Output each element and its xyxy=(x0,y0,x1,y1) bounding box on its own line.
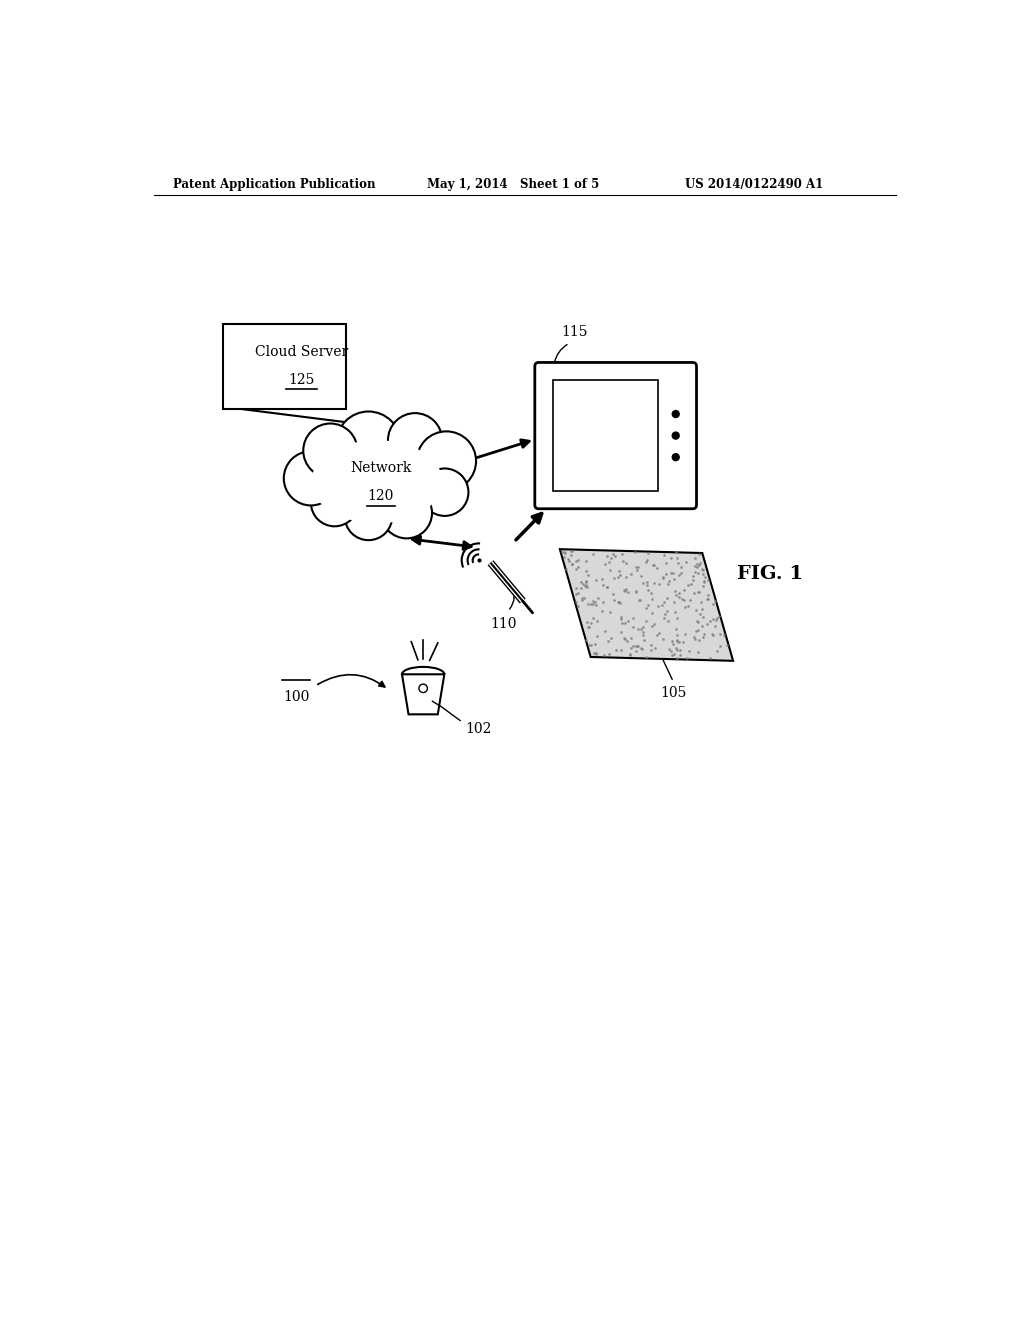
Text: 105: 105 xyxy=(660,686,687,700)
Text: Patent Application Publication: Patent Application Publication xyxy=(173,178,376,190)
Circle shape xyxy=(388,413,442,467)
Text: FIG. 1: FIG. 1 xyxy=(736,565,803,583)
Circle shape xyxy=(672,432,679,440)
Bar xyxy=(553,380,658,491)
Circle shape xyxy=(311,479,358,527)
Circle shape xyxy=(381,487,432,539)
Text: May 1, 2014   Sheet 1 of 5: May 1, 2014 Sheet 1 of 5 xyxy=(427,178,599,190)
Circle shape xyxy=(303,424,357,478)
Bar xyxy=(223,323,346,409)
Text: 125: 125 xyxy=(289,374,314,387)
Ellipse shape xyxy=(311,441,442,524)
Ellipse shape xyxy=(292,420,462,544)
Polygon shape xyxy=(560,549,733,661)
Circle shape xyxy=(336,412,400,477)
Text: 100: 100 xyxy=(283,689,309,704)
Text: 110: 110 xyxy=(490,616,517,631)
Circle shape xyxy=(672,411,679,417)
Polygon shape xyxy=(402,675,444,714)
Text: 120: 120 xyxy=(368,488,394,503)
Text: US 2014/0122490 A1: US 2014/0122490 A1 xyxy=(685,178,823,190)
Text: 115: 115 xyxy=(562,325,588,339)
Text: 102: 102 xyxy=(466,722,492,737)
Text: Network: Network xyxy=(350,461,412,475)
Circle shape xyxy=(345,492,392,540)
Text: Cloud Server: Cloud Server xyxy=(255,346,348,359)
Circle shape xyxy=(672,454,679,461)
Circle shape xyxy=(419,684,427,693)
Circle shape xyxy=(417,432,476,491)
Circle shape xyxy=(284,451,338,506)
Circle shape xyxy=(421,469,468,516)
FancyBboxPatch shape xyxy=(535,363,696,508)
